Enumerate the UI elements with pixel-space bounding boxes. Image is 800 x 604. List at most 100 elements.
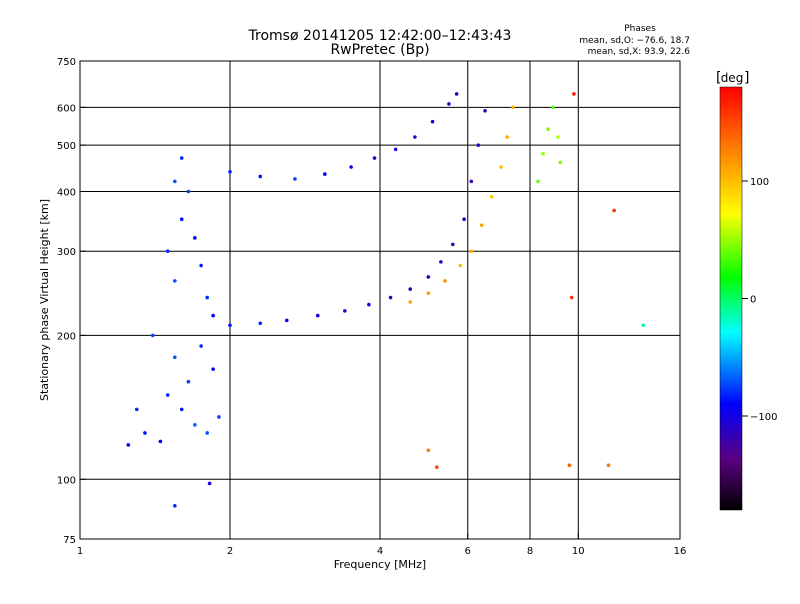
data-point [511,105,515,110]
y-tick-label: 750 [57,57,76,68]
data-point [186,379,191,384]
x-tick-label: 2 [227,546,233,557]
data-point [126,443,131,447]
data-point [489,194,494,199]
x-tick-label: 10 [572,546,585,557]
data-point [546,127,550,131]
colorbar [719,86,743,511]
stats-line-o: mean, sd,O: −76.6, 18.7 [579,36,690,46]
x-tick-label: 4 [377,546,383,557]
data-point [228,169,232,174]
stats-line-x: mean, sd,X: 93.9, 22.6 [588,47,691,57]
data-point [476,143,481,147]
colorbar-ticks: 100 0 −100 [742,177,777,423]
data-point [199,344,203,348]
data-point [193,423,197,427]
x-tick-labels: 1 2 4 6 8 10 16 [77,546,687,557]
data-point [393,147,398,152]
y-tick-label: 400 [57,187,76,198]
data-point [258,321,263,326]
data-point [228,323,232,328]
data-point [483,109,487,113]
data-point [469,179,474,184]
data-point [551,105,555,110]
data-point [186,189,191,194]
data-point [451,242,455,247]
chart-title-line2: RwPretec (Bp) [330,42,429,58]
data-point [541,151,545,156]
data-point [434,465,439,469]
data-point [367,302,371,307]
data-point [505,135,509,139]
data-point [556,135,560,139]
chart-title-line1: Tromsø 20141205 12:42:00–12:43:43 [248,28,512,44]
data-point [173,355,177,360]
y-tick-label: 300 [57,247,76,258]
data-point [413,135,417,139]
data-point [567,463,572,468]
x-tick-label: 16 [674,546,687,557]
y-axis-label: Stationary phase Virtual Height [km] [38,199,51,401]
colorbar-label: deg [721,71,744,85]
data-point [193,236,197,240]
data-point [173,504,177,508]
data-point [173,279,177,283]
y-tick-label: 600 [57,103,76,114]
data-point [199,263,203,268]
y-tick-label: 75 [63,535,76,546]
data-point [207,481,212,486]
data-point [165,393,170,397]
data-point [612,208,616,213]
colorbar-bracket-right: ] [744,70,749,86]
data-point [205,295,209,300]
data-point [408,300,413,304]
colorbar-tick-label: −100 [750,412,777,423]
data-point [388,295,393,300]
data-point [447,102,451,106]
y-tick-labels: 75 100 200 300 400 500 600 750 [57,57,76,546]
data-point [173,179,177,184]
x-tick-label: 6 [465,546,471,557]
data-point [349,165,353,169]
data-point [151,333,155,338]
colorbar-tick-label: 0 [750,295,756,306]
x-tick-label: 1 [77,546,83,557]
data-point [458,263,463,268]
data-point [211,367,215,371]
data-point [165,249,170,254]
x-tick-label: 8 [527,546,533,557]
data-point [572,92,576,96]
data-points [126,92,646,508]
y-tick-label: 200 [57,331,76,342]
y-tick-label: 100 [57,475,76,486]
data-point [558,160,563,165]
tick-marks [79,60,681,540]
data-point [469,249,474,254]
data-point [641,323,646,328]
x-axis-label: Frequency [MHz] [334,558,426,571]
data-point [426,448,431,453]
y-tick-label: 500 [57,141,76,152]
data-point [408,287,413,291]
data-point [143,431,147,435]
data-point [536,179,540,184]
data-point [454,92,459,96]
data-point [284,318,289,323]
data-point [258,174,263,179]
data-point [343,309,347,313]
data-point [315,313,320,318]
data-point [439,260,443,264]
data-point [443,279,447,283]
data-point [158,439,163,444]
data-point [179,407,184,412]
data-point [372,156,377,160]
data-point [211,313,215,318]
data-point [217,415,221,419]
data-point [426,291,431,296]
colorbar-tick-label: 100 [750,177,769,188]
data-point [179,156,184,160]
colorbar-bracket-left: [ [716,70,721,86]
data-point [134,407,139,412]
